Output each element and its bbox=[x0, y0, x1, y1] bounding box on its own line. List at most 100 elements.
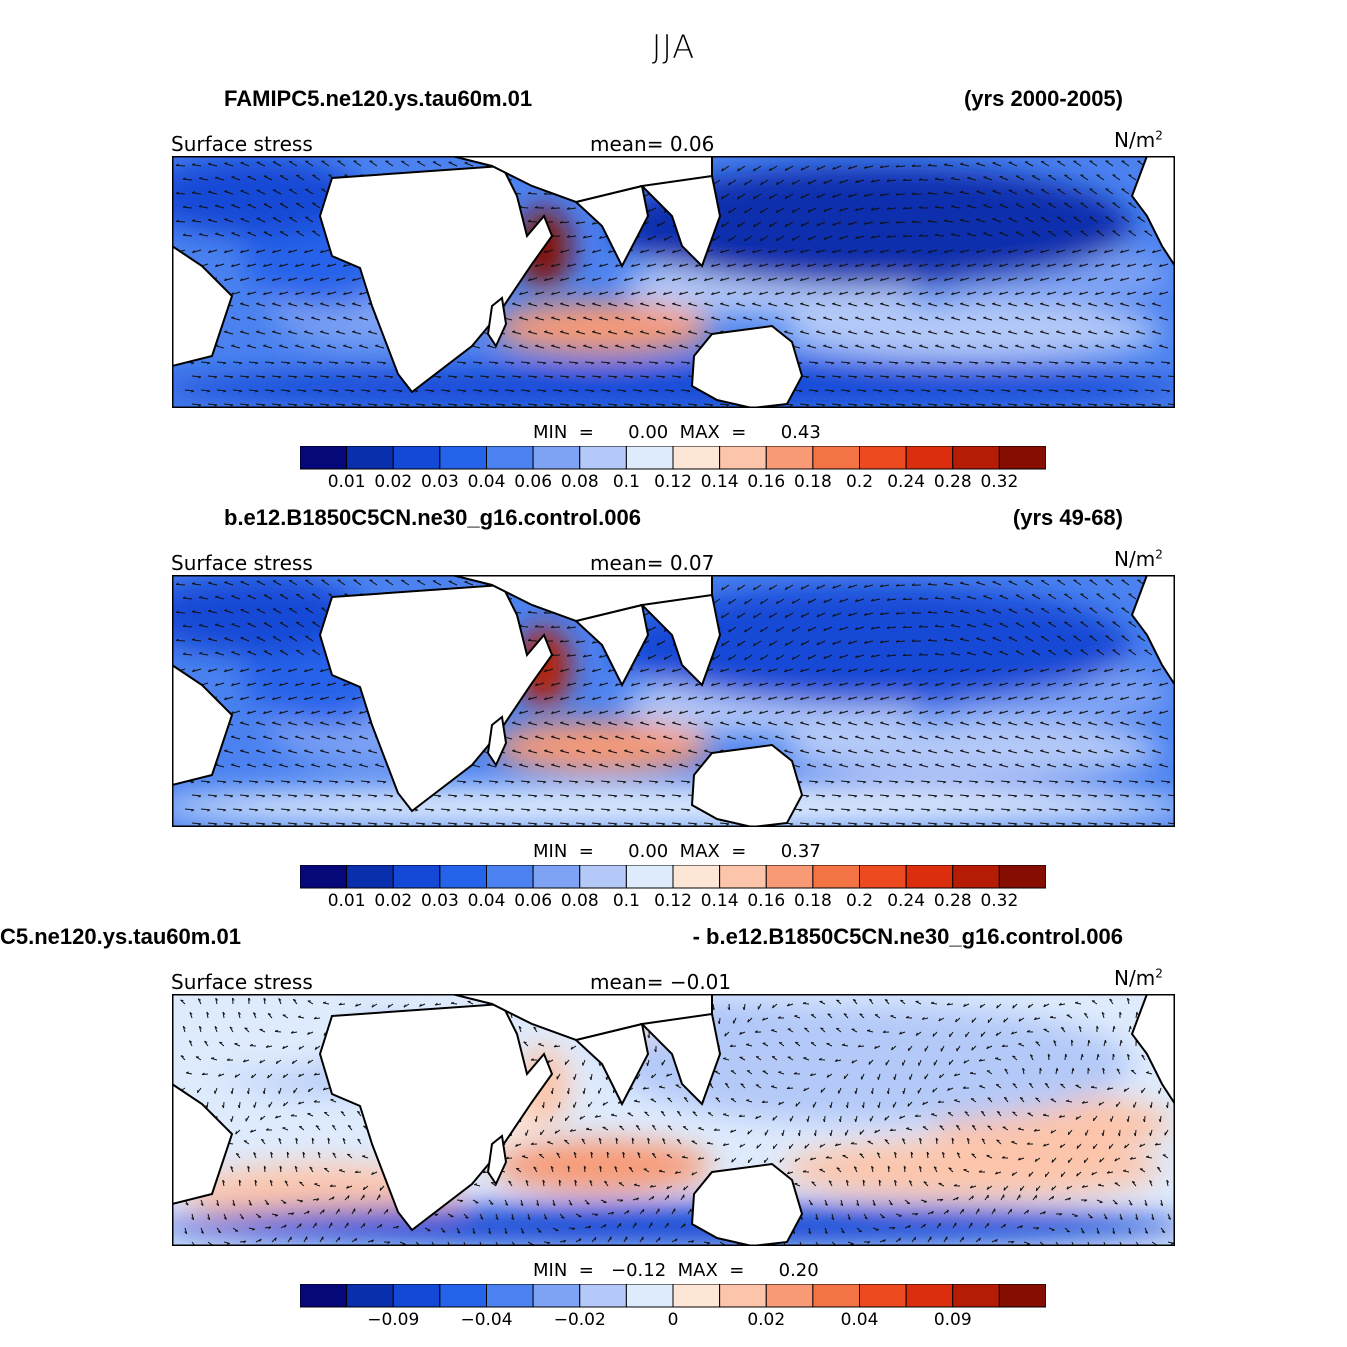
stress-arrow bbox=[737, 640, 746, 647]
stress-arrow bbox=[255, 375, 266, 378]
stress-arrow-head bbox=[304, 302, 308, 305]
stress-arrow-head bbox=[551, 344, 555, 347]
stress-arrow-head bbox=[309, 795, 314, 798]
stress-arrow bbox=[175, 220, 186, 223]
stress-arrow bbox=[1104, 249, 1114, 254]
stress-arrow bbox=[656, 668, 666, 673]
stress-arrow bbox=[1160, 361, 1171, 364]
stress-arrow-head bbox=[1024, 697, 1027, 701]
stress-arrow-head bbox=[270, 809, 275, 812]
stress-arrow bbox=[1087, 375, 1098, 378]
stress-arrow bbox=[1055, 375, 1066, 378]
stress-arrow-head bbox=[613, 823, 618, 826]
stress-arrow bbox=[631, 263, 641, 268]
stress-arrow-head bbox=[198, 204, 203, 207]
stress-arrow bbox=[1015, 317, 1025, 321]
stress-arrow-head bbox=[279, 344, 283, 347]
stress-arrow bbox=[967, 764, 977, 768]
stress-arrow-head bbox=[949, 404, 954, 407]
stress-arrow-head bbox=[933, 376, 938, 379]
stress-arrow bbox=[760, 207, 769, 214]
stress-arrow bbox=[1112, 593, 1121, 600]
stress-arrow-head bbox=[213, 823, 218, 826]
stress-arrow-head bbox=[739, 1031, 742, 1035]
stress-arrow-head bbox=[1049, 1015, 1053, 1018]
stress-arrow-head bbox=[286, 362, 291, 365]
stress-arrow bbox=[1031, 291, 1041, 296]
stress-arrow bbox=[575, 375, 586, 378]
stress-arrow-head bbox=[775, 628, 779, 632]
stress-arrow-head bbox=[896, 669, 899, 673]
stress-arrow-head bbox=[805, 823, 810, 826]
stress-arrow-head bbox=[663, 735, 667, 738]
stress-arrow-head bbox=[640, 302, 644, 305]
stress-arrow bbox=[208, 638, 218, 642]
stress-arrow bbox=[1128, 649, 1137, 656]
stress-arrow bbox=[823, 207, 833, 213]
stress-arrow bbox=[192, 192, 202, 195]
stress-arrow-head bbox=[629, 795, 634, 798]
stress-arrow-head bbox=[229, 795, 234, 798]
stress-arrow bbox=[336, 696, 346, 701]
stress-arrow-head bbox=[599, 763, 603, 766]
stress-arrow-head bbox=[343, 316, 347, 319]
stress-arrow bbox=[983, 263, 993, 268]
stress-arrow-head bbox=[1111, 344, 1115, 347]
stress-arrow bbox=[1111, 263, 1121, 268]
stress-arrow bbox=[376, 389, 387, 392]
stress-arrow bbox=[791, 291, 801, 296]
stress-arrow-head bbox=[921, 1017, 925, 1020]
stress-arrow-head bbox=[615, 683, 618, 687]
stress-arrow bbox=[182, 625, 193, 628]
stress-arrow bbox=[1095, 682, 1105, 687]
stress-arrow bbox=[607, 822, 618, 825]
stress-arrow bbox=[352, 331, 362, 335]
stress-arrow bbox=[1105, 607, 1114, 614]
stress-arrow-head bbox=[206, 781, 211, 784]
stress-arrow bbox=[351, 794, 362, 797]
stress-arrow-head bbox=[631, 711, 634, 715]
stress-arrow bbox=[864, 249, 874, 254]
stress-arrow bbox=[727, 736, 737, 740]
stress-arrow bbox=[287, 375, 298, 378]
stress-arrow bbox=[1121, 635, 1130, 642]
stress-arrow-head bbox=[960, 749, 964, 752]
stress-arrow bbox=[720, 696, 730, 701]
stress-arrow bbox=[1047, 682, 1057, 687]
stress-arrow-head bbox=[277, 795, 282, 798]
stress-arrow bbox=[544, 277, 554, 282]
stress-arrow bbox=[615, 317, 625, 321]
stress-arrow-head bbox=[960, 190, 964, 193]
stress-arrow-head bbox=[846, 809, 851, 812]
stress-arrow-head bbox=[256, 669, 259, 673]
stress-arrow-head bbox=[1143, 264, 1146, 268]
stress-arrow bbox=[721, 193, 730, 200]
stress-arrow bbox=[872, 361, 883, 364]
stress-arrow bbox=[279, 345, 289, 349]
stress-arrow bbox=[1089, 579, 1098, 586]
stress-arrow-head bbox=[238, 809, 243, 812]
stress-arrow-head bbox=[566, 235, 570, 238]
stress-arrow-head bbox=[992, 278, 995, 282]
stress-arrow-head bbox=[800, 749, 804, 752]
stress-arrow bbox=[231, 651, 241, 656]
stress-arrow bbox=[263, 594, 273, 600]
stress-arrow bbox=[360, 808, 371, 811]
stress-arrow-head bbox=[615, 264, 618, 268]
field-south-pacific-trades bbox=[782, 720, 1162, 780]
stress-arrow bbox=[224, 581, 234, 586]
stress-arrow-head bbox=[742, 1006, 745, 1011]
stress-arrow-head bbox=[293, 795, 298, 798]
colorbar-tick-label: 0.01 bbox=[327, 472, 366, 492]
stress-arrow-head bbox=[784, 167, 788, 171]
stress-arrow bbox=[1031, 682, 1041, 687]
stress-arrow bbox=[760, 235, 769, 242]
stress-arrow-head bbox=[263, 264, 266, 268]
stress-arrow bbox=[311, 682, 321, 687]
stress-arrow bbox=[855, 317, 865, 321]
stress-arrow-head bbox=[599, 236, 602, 239]
stress-arrow bbox=[1064, 593, 1073, 600]
stress-arrow bbox=[511, 375, 522, 378]
stress-arrow bbox=[216, 780, 227, 783]
stress-arrow bbox=[967, 624, 977, 628]
